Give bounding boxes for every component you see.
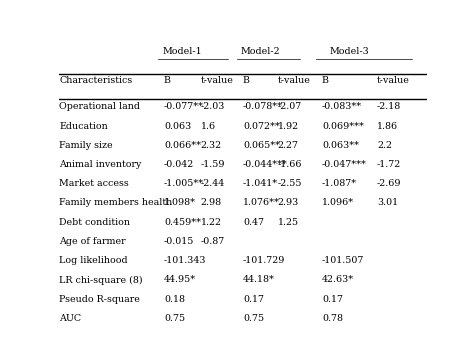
Text: 0.47: 0.47 [243,218,264,227]
Text: 1.22: 1.22 [201,218,222,227]
Text: Operational land: Operational land [59,102,140,111]
Text: 2.32: 2.32 [201,141,222,150]
Text: LR chi-square (8): LR chi-square (8) [59,276,143,285]
Text: B: B [322,76,329,85]
Text: 0.069***: 0.069*** [322,121,364,130]
Text: t-value: t-value [201,76,234,85]
Text: 44.18*: 44.18* [243,276,275,285]
Text: 0.065**: 0.065** [243,141,280,150]
Text: -2.07: -2.07 [278,102,302,111]
Text: -0.083**: -0.083** [322,102,362,111]
Text: Model-1: Model-1 [163,47,202,56]
Text: -2.69: -2.69 [377,179,401,188]
Text: -2.18: -2.18 [377,102,401,111]
Text: -0.015: -0.015 [164,237,194,246]
Text: 2.98: 2.98 [201,198,222,208]
Text: -101.343: -101.343 [164,256,207,265]
Text: Market access: Market access [59,179,129,188]
Text: 3.01: 3.01 [377,198,398,208]
Text: 0.17: 0.17 [243,295,264,304]
Text: 0.063: 0.063 [164,121,191,130]
Text: -0.042: -0.042 [164,160,194,169]
Text: -2.03: -2.03 [201,102,225,111]
Text: 0.75: 0.75 [243,314,264,323]
Text: t-value: t-value [278,76,310,85]
Text: 0.18: 0.18 [164,295,185,304]
Text: Log likelihood: Log likelihood [59,256,128,265]
Text: -1.72: -1.72 [377,160,401,169]
Text: 2.93: 2.93 [278,198,299,208]
Text: 1.098*: 1.098* [164,198,196,208]
Text: 44.95*: 44.95* [164,276,196,285]
Text: Education: Education [59,121,108,130]
Text: 1.6: 1.6 [201,121,216,130]
Text: -101.507: -101.507 [322,256,365,265]
Text: 0.78: 0.78 [322,314,343,323]
Text: -1.66: -1.66 [278,160,302,169]
Text: 42.63*: 42.63* [322,276,354,285]
Text: -2.55: -2.55 [278,179,302,188]
Text: -0.87: -0.87 [201,237,225,246]
Text: 1.86: 1.86 [377,121,398,130]
Text: AUC: AUC [59,314,82,323]
Text: 2.2: 2.2 [377,141,392,150]
Text: -1.087*: -1.087* [322,179,357,188]
Text: -101.729: -101.729 [243,256,285,265]
Text: -1.59: -1.59 [201,160,225,169]
Text: 0.459**: 0.459** [164,218,201,227]
Text: -0.044***: -0.044*** [243,160,288,169]
Text: Family size: Family size [59,141,113,150]
Text: Model-2: Model-2 [240,47,280,56]
Text: 0.063**: 0.063** [322,141,359,150]
Text: Characteristics: Characteristics [59,76,133,85]
Text: 1.92: 1.92 [278,121,299,130]
Text: 1.25: 1.25 [278,218,299,227]
Text: t-value: t-value [377,76,410,85]
Text: Debt condition: Debt condition [59,218,130,227]
Text: 0.17: 0.17 [322,295,343,304]
Text: 0.75: 0.75 [164,314,185,323]
Text: -0.078**: -0.078** [243,102,283,111]
Text: Animal inventory: Animal inventory [59,160,142,169]
Text: 1.096*: 1.096* [322,198,354,208]
Text: 2.27: 2.27 [278,141,299,150]
Text: Pseudo R-square: Pseudo R-square [59,295,140,304]
Text: Family members health: Family members health [59,198,173,208]
Text: Age of farmer: Age of farmer [59,237,126,246]
Text: -1.005**: -1.005** [164,179,204,188]
Text: 1.076**: 1.076** [243,198,280,208]
Text: -0.047***: -0.047*** [322,160,367,169]
Text: -0.077**: -0.077** [164,102,204,111]
Text: B: B [164,76,171,85]
Text: -1.041*: -1.041* [243,179,278,188]
Text: Model-3: Model-3 [329,47,369,56]
Text: 0.072**: 0.072** [243,121,280,130]
Text: 0.066**: 0.066** [164,141,201,150]
Text: -2.44: -2.44 [201,179,225,188]
Text: B: B [243,76,250,85]
